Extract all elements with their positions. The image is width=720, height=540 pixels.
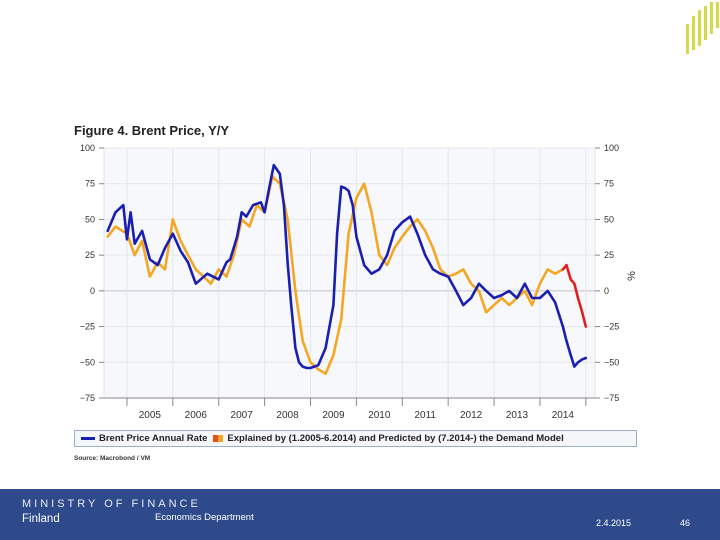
y-tick-label-left: 25 [85, 250, 95, 260]
department-name: Economics Department [155, 512, 254, 523]
legend-item-model: Explained by (1.2005-6.2014) and Predict… [213, 433, 564, 444]
x-tick-label: 2008 [276, 410, 299, 421]
y-axis-unit-label: % [626, 271, 638, 281]
series-line-1 [106, 175, 565, 375]
y-tick-label-right: 50 [604, 214, 614, 224]
x-tick-label: 2011 [414, 410, 436, 421]
series-line-0 [106, 163, 588, 370]
figure-title: Figure 4. Brent Price, Y/Y [74, 123, 230, 138]
logo-bar [698, 10, 701, 46]
legend-label-brent: Brent Price Annual Rate [99, 433, 208, 444]
logo-bar [716, 2, 719, 28]
x-tick-label: 2006 [185, 410, 208, 421]
y-tick-label-right: −25 [604, 322, 619, 332]
page-number: 46 [680, 518, 691, 528]
brent-price-chart: 100 100 75 75 50 50 25 25 0 0 −25 −25 −50 −50 −75 −75 20… [80, 143, 638, 421]
footer-bar: MINISTRY OF FINANCE Finland Economics De… [0, 489, 720, 540]
logo-bar [704, 6, 707, 40]
chart-legend: Brent Price Annual Rate Explained by (1.… [74, 430, 637, 447]
x-tick-label: 2007 [231, 410, 254, 421]
country-name: Finland [22, 513, 60, 525]
y-tick-label-right: −50 [604, 357, 619, 367]
x-tick-label: 2012 [460, 410, 483, 421]
y-tick-label-left: −75 [80, 393, 95, 403]
logo-bar [710, 2, 713, 34]
y-tick-label-right: −75 [604, 393, 619, 403]
x-tick-label: 2013 [506, 410, 529, 421]
series-line-2 [561, 263, 588, 328]
y-tick-label-left: 100 [80, 143, 95, 153]
x-tick-label: 2010 [368, 410, 391, 421]
slide-date: 2.4.2015 [596, 518, 632, 528]
y-tick-label-left: −25 [80, 322, 95, 332]
x-tick-label: 2005 [139, 410, 162, 421]
y-tick-label-left: 50 [85, 214, 95, 224]
legend-label-model: Explained by (1.2005-6.2014) and Predict… [227, 433, 564, 444]
source-note: Source: Macrobond / VM [74, 455, 151, 462]
logo-bar [692, 16, 695, 50]
y-tick-label-left: 75 [85, 179, 95, 189]
legend-item-brent: Brent Price Annual Rate [81, 433, 207, 444]
y-tick-label-right: 100 [604, 143, 619, 153]
y-tick-label-left: −50 [80, 357, 95, 367]
y-tick-label-right: 0 [604, 286, 609, 296]
y-tick-label-left: 0 [90, 286, 95, 296]
y-tick-label-right: 25 [604, 250, 614, 260]
ministry-logo-bars [686, 2, 719, 54]
legend-box-swatch [213, 435, 224, 442]
x-tick-label: 2009 [322, 410, 345, 421]
logo-bar [686, 24, 689, 54]
x-tick-label: 2014 [552, 410, 575, 421]
y-tick-label-right: 75 [604, 179, 614, 189]
plot-area [103, 147, 596, 399]
legend-line-swatch [81, 437, 95, 440]
ministry-name: MINISTRY OF FINANCE [22, 498, 201, 510]
